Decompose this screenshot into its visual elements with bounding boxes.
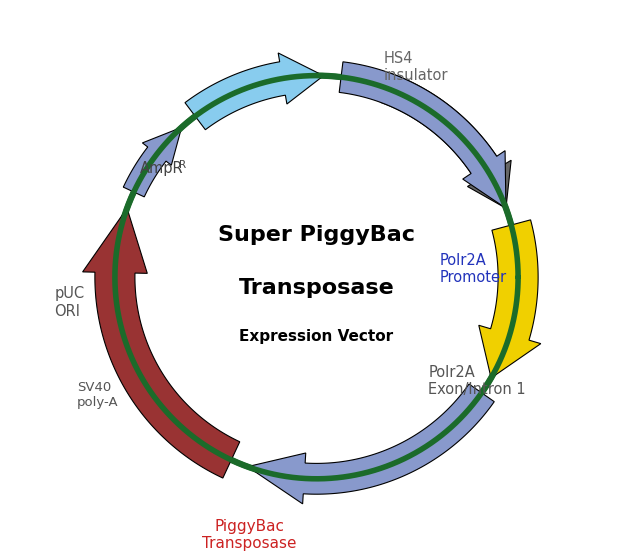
Text: AmpR: AmpR xyxy=(140,161,184,175)
Text: Polr2A
Promoter: Polr2A Promoter xyxy=(440,253,507,285)
Text: HS4
insulator: HS4 insulator xyxy=(384,51,448,83)
Polygon shape xyxy=(380,73,511,208)
Polygon shape xyxy=(339,62,506,208)
Text: Expression Vector: Expression Vector xyxy=(239,329,394,343)
Polygon shape xyxy=(479,220,541,378)
Text: PiggyBac
Transposase: PiggyBac Transposase xyxy=(202,519,296,551)
Polygon shape xyxy=(83,208,240,478)
Polygon shape xyxy=(123,127,182,197)
Polygon shape xyxy=(185,53,323,130)
Text: pUC
ORI: pUC ORI xyxy=(54,286,85,319)
Text: R: R xyxy=(179,160,187,170)
Text: SV40
poly-A: SV40 poly-A xyxy=(77,381,118,409)
Text: Super PiggyBac: Super PiggyBac xyxy=(218,225,415,245)
Text: Transposase: Transposase xyxy=(239,278,394,298)
Polygon shape xyxy=(248,384,494,504)
Text: Polr2A
Exon/Intron 1: Polr2A Exon/Intron 1 xyxy=(429,365,526,397)
